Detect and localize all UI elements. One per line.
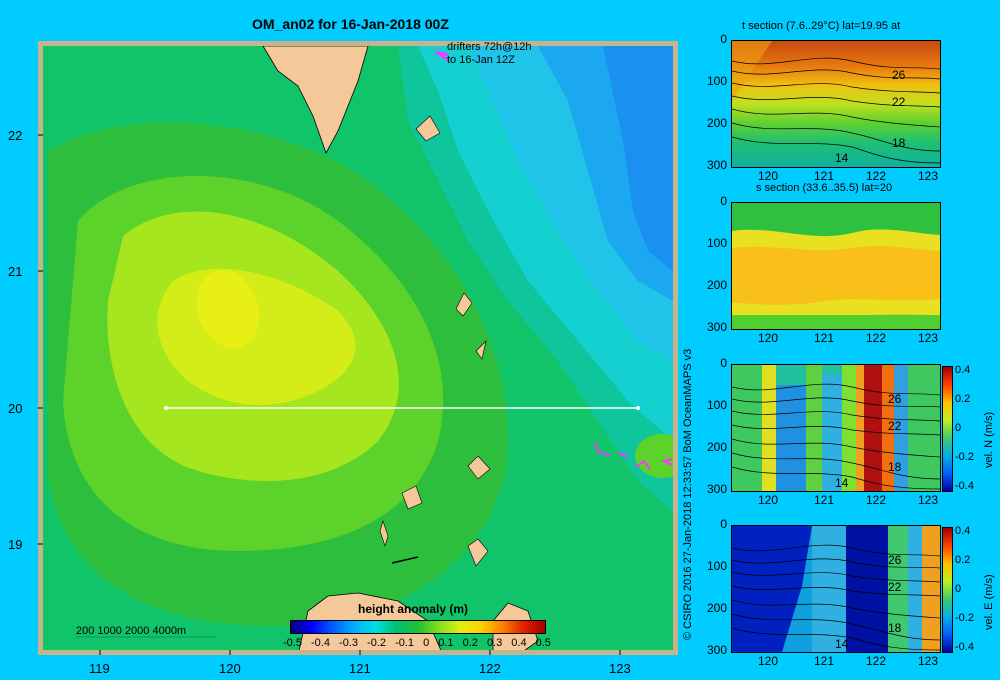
panel-0-lon-tick: 123 (918, 169, 939, 183)
colorbar-tick: 0.1 (438, 637, 454, 649)
copyright-text: © CSIRO 2016 27-Jan-2018 12:33:57 BoM Oc… (682, 348, 694, 640)
panel-1-depth-tick: 100 (706, 236, 727, 250)
map-title: OM_an02 for 16-Jan-2018 00Z (252, 16, 449, 32)
panel-3-lon-tick: 120 (758, 654, 779, 668)
lon-tick-121: 121 (349, 661, 371, 676)
panel-0-depth-tick: 100 (706, 74, 727, 88)
vel-colorbar-tick: -0.2 (955, 451, 974, 463)
panel-2-depth-tick: 300 (706, 482, 727, 496)
lon-tick-120: 120 (219, 661, 241, 676)
panel-3-depth-tick: 0 (720, 517, 727, 531)
colorbar-tick: -0.4 (311, 637, 330, 649)
lat-tick-19: 19 (8, 537, 23, 552)
ve-contour-26: 26 (888, 553, 902, 567)
panel-3-depth-tick: 100 (706, 559, 727, 573)
colorbar-tick: -0.2 (367, 637, 387, 649)
vel-colorbar-tick: 0 (955, 583, 962, 595)
t-contour-18: 18 (892, 136, 906, 150)
vel-e-panel (731, 525, 941, 653)
vel-colorbar-tick: 0.2 (955, 393, 971, 405)
panel-2-lon-tick: 120 (758, 493, 779, 507)
colorbar-tick: -0.3 (339, 637, 358, 649)
vel-n-colorbar (942, 366, 953, 492)
t-section-panel (731, 40, 941, 168)
colorbar-tick: 0.2 (462, 637, 478, 649)
height-colorbar-title: height anomaly (m) (358, 602, 469, 616)
panel-3-lon-tick: 121 (814, 654, 835, 668)
main-map[interactable] (38, 41, 678, 655)
panel-1-depth-tick: 0 (720, 194, 727, 208)
colorbar-tick: -0.1 (395, 637, 415, 649)
lat-tick-20: 20 (8, 401, 23, 416)
panel-1-depth-tick: 300 (706, 320, 727, 334)
vn-contour-22: 22 (888, 419, 902, 433)
lon-tick-119: 119 (89, 661, 110, 676)
vel-e-colorbar (942, 527, 953, 653)
t-section-title: t section (7.6..29°C) lat=19.95 at (742, 20, 901, 32)
panel-2-depth-tick: 100 (706, 398, 727, 412)
s-section-panel (731, 202, 941, 330)
colorbar-tick: 0.3 (486, 637, 503, 649)
panel-3-lon-tick: 123 (918, 654, 939, 668)
depth-legend: 200 1000 2000 4000m (76, 625, 187, 637)
drifters-label-line2: to 16-Jan 12Z (447, 54, 515, 66)
vn-contour-26: 26 (888, 392, 902, 406)
vel-e-colorbar-label: vel. E (m/s) (983, 574, 995, 630)
ve-contour-18: 18 (888, 621, 902, 635)
drifters-label-line1: drifters 72h@12h (447, 41, 532, 53)
ve-contour-22: 22 (888, 580, 902, 594)
colorbar-tick: -0.5 (283, 637, 302, 649)
panel-1-lon-tick: 122 (866, 331, 887, 345)
height-colorbar (290, 620, 546, 634)
lon-tick-122: 122 (479, 661, 501, 676)
vel-colorbar-tick: -0.2 (955, 612, 974, 624)
panel-2-lon-tick: 121 (814, 493, 835, 507)
vel-colorbar-tick: 0.2 (955, 554, 971, 566)
vn-contour-14: 14 (835, 476, 849, 490)
panel-2-lon-tick: 122 (866, 493, 887, 507)
colorbar-tick: 0.4 (511, 637, 527, 649)
lon-tick-123: 123 (609, 661, 631, 676)
colorbar-tick: 0.5 (535, 637, 551, 649)
lat-tick-22: 22 (8, 128, 23, 143)
vel-colorbar-tick: 0.4 (955, 525, 971, 537)
vn-contour-18: 18 (888, 460, 902, 474)
vel-colorbar-tick: 0 (955, 422, 962, 434)
panel-3-depth-tick: 300 (706, 643, 727, 657)
panel-3-lon-tick: 122 (866, 654, 887, 668)
panel-0-depth-tick: 200 (706, 116, 727, 130)
panel-2-depth-tick: 0 (720, 356, 727, 370)
vel-colorbar-tick: -0.4 (955, 641, 974, 653)
panel-3-depth-tick: 200 (706, 601, 727, 615)
drifter-track-1 (435, 50, 449, 62)
panel-1-lon-tick: 121 (814, 331, 835, 345)
panel-0-lon-tick: 121 (814, 169, 835, 183)
t-contour-26: 26 (892, 68, 906, 82)
t-contour-14: 14 (835, 151, 849, 165)
taiwan-land (262, 46, 369, 154)
vel-n-colorbar-label: vel. N (m/s) (983, 411, 995, 468)
panel-0-depth-tick: 300 (706, 158, 727, 172)
vel-colorbar-tick: -0.4 (955, 480, 974, 492)
drifter-track-2 (593, 442, 611, 456)
panel-2-depth-tick: 200 (706, 440, 727, 454)
height-anomaly-map (38, 41, 678, 655)
ve-contour-14: 14 (835, 637, 849, 651)
panel-2-lon-tick: 123 (918, 493, 939, 507)
t-contour-22: 22 (892, 95, 906, 109)
panel-0-lon-tick: 122 (866, 169, 887, 183)
height-colorbar-ticks: -0.5 -0.4 -0.3 -0.2 -0.1 0 0.1 0.2 0.3 0… (283, 637, 551, 649)
panel-1-depth-tick: 200 (706, 278, 727, 292)
vel-n-panel (731, 364, 941, 492)
lat-tick-21: 21 (8, 264, 23, 279)
s-section-title: s section (33.6..35.5) lat=20 (756, 182, 893, 194)
panel-0-lon-tick: 120 (758, 169, 779, 183)
panel-1-lon-tick: 120 (758, 331, 779, 345)
panel-0-depth-tick: 0 (720, 32, 727, 46)
vel-colorbar-tick: 0.4 (955, 364, 971, 376)
colorbar-tick: 0 (423, 637, 430, 649)
panel-1-lon-tick: 123 (918, 331, 939, 345)
